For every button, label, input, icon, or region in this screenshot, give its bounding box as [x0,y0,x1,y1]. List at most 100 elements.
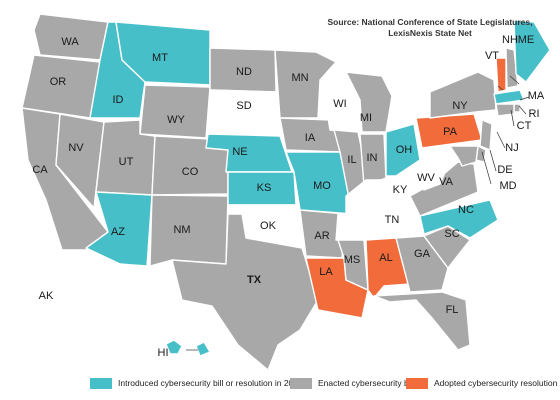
state-tx [171,213,319,371]
state-label-ak: AK [39,290,54,302]
source-note: Source: National Conference of State Leg… [320,17,540,39]
legend-label-adopted: Adopted cybersecurity resolution [434,378,558,388]
state-label-az: AZ [111,226,125,238]
leader-de [489,149,497,172]
state-label-mn: MN [291,72,308,84]
state-ri [513,103,521,113]
state-label-ri: RI [529,108,540,120]
state-ct [495,103,515,117]
state-md [449,145,479,167]
state-nh [505,47,519,89]
state-label-ut: UT [119,156,134,168]
state-label-la: LA [319,266,333,278]
state-me [513,19,551,83]
state-label-il: IL [347,154,356,166]
state-label-or: OR [50,76,67,88]
state-label-nh: NH [502,34,518,46]
state-ma [493,89,525,105]
state-label-sc: SC [444,228,459,240]
state-wy [139,84,211,139]
state-nc [419,199,499,239]
state-ak [17,261,97,331]
state-label-wy: WY [167,114,185,126]
state-label-ky: KY [393,184,408,196]
state-label-in: IN [367,152,378,164]
state-label-ny: NY [452,100,468,112]
state-ga [395,235,449,293]
state-label-ne: NE [232,146,247,158]
state-label-ks: KS [257,182,272,194]
state-vt [495,57,507,93]
leader-md [481,151,492,185]
state-label-me: ME [518,34,535,46]
state-label-mi: MI [360,112,372,124]
state-label-vt: VT [485,50,499,62]
legend-item-enacted: Enacted cybersecurity bill [290,376,414,390]
state-label-md: MD [499,180,516,192]
state-label-ma: MA [528,90,545,102]
state-label-ar: AR [314,230,329,242]
state-label-ia: IA [305,132,316,144]
state-label-fl: FL [446,304,459,316]
source-line-1: Source: National Conference of State Leg… [327,17,533,27]
state-label-co: CO [182,166,199,178]
state-ms [337,239,369,291]
leader-ct [510,109,515,127]
leader-ma [519,96,530,101]
state-label-ga: GA [414,248,431,260]
state-sd [207,89,281,137]
state-nj [479,119,493,151]
state-label-va: VA [439,176,454,188]
state-label-nc: NC [458,204,474,216]
state-label-nj: NJ [505,142,518,154]
legend-swatch-introduced [90,377,112,389]
state-wa [33,13,109,61]
state-mt [115,21,211,86]
state-label-nd: ND [236,66,252,78]
state-in [359,133,387,187]
state-label-wi: WI [333,98,346,110]
state-label-pa: PA [443,126,458,138]
state-label-ms: MS [344,254,361,266]
legend-label-enacted: Enacted cybersecurity bill [318,378,415,388]
leader-ri [518,105,527,115]
legend: Introduced cybersecurity bill or resolut… [90,376,560,390]
state-oh [385,123,421,177]
state-label-nm: NM [173,224,190,236]
leader-nj [496,131,506,149]
leader-nh [509,75,520,85]
state-label-ca: CA [32,164,48,176]
state-label-ok: OK [260,220,277,232]
source-line-2: LexisNexis State Net [388,28,472,38]
legend-label-introduced: Introduced cybersecurity bill or resolut… [118,378,303,388]
state-nv [55,113,105,209]
state-label-tn: TN [385,214,400,226]
state-label-hi: HI [158,347,169,359]
state-wi [321,79,353,133]
legend-swatch-enacted [290,377,312,389]
legend-swatch-adopted [406,377,428,389]
state-fl [373,291,471,351]
state-label-wa: WA [61,36,79,48]
state-label-wv: WV [417,172,435,184]
state-hi [165,339,211,357]
state-label-oh: OH [396,144,413,156]
state-ny [429,71,497,119]
leader-vt [497,85,504,91]
state-label-mo: MO [313,180,331,192]
legend-item-introduced: Introduced cybersecurity bill or resolut… [90,376,303,390]
state-label-al: AL [379,252,392,264]
state-ky [345,171,425,213]
state-label-nv: NV [68,142,84,154]
state-label-mt: MT [152,52,168,64]
state-ne [205,133,293,173]
state-label-de: DE [497,164,512,176]
state-label-sd: SD [236,100,251,112]
state-mi [345,71,393,133]
legend-item-adopted: Adopted cybersecurity resolution [406,376,557,390]
state-label-ct: CT [517,120,532,132]
state-label-tx: TX [247,274,262,286]
state-wv [419,145,453,191]
state-label-id: ID [113,94,124,106]
